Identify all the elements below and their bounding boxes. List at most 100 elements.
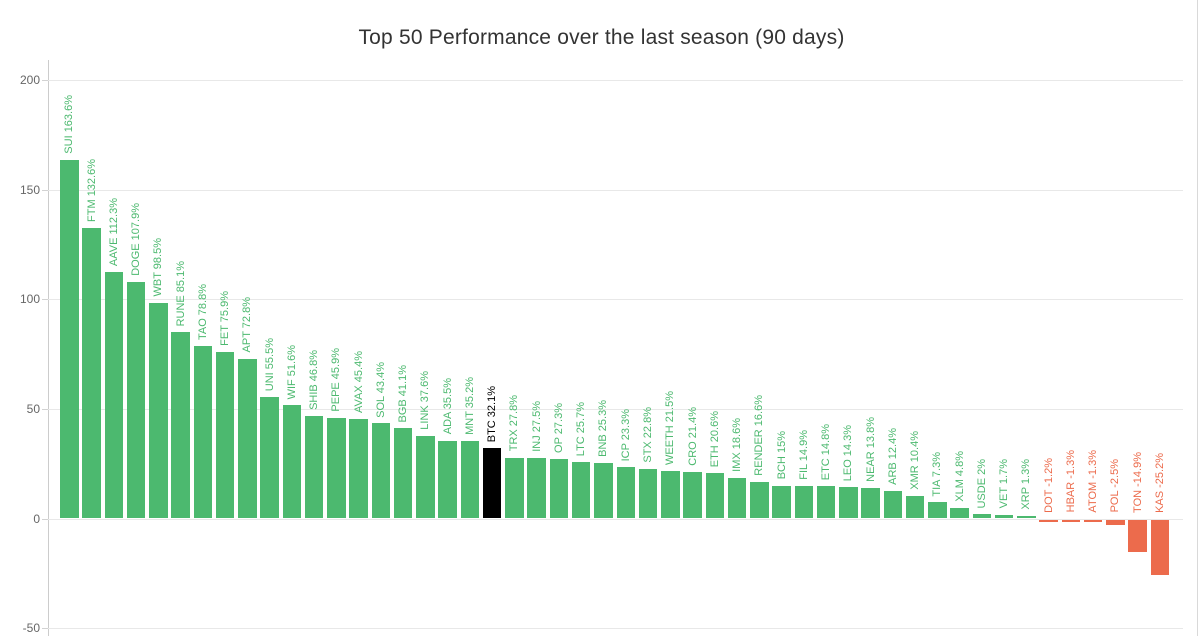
bar-ETC[interactable] xyxy=(816,486,836,519)
bar-LINK[interactable] xyxy=(416,436,435,519)
bar-label-POL: POL -2.5% xyxy=(1109,459,1122,513)
bar-label-CRO: CRO 21.4% xyxy=(686,406,699,466)
bar-label-ATOM: ATOM -1.3% xyxy=(1087,449,1100,513)
bar-NEAR[interactable] xyxy=(861,488,880,519)
bar-label-SOL: SOL 43.4% xyxy=(374,361,387,418)
y-tick-mark-200 xyxy=(42,80,48,82)
bar-WBT[interactable] xyxy=(149,302,168,519)
gridline-200 xyxy=(48,80,1183,82)
bar-RUNE[interactable] xyxy=(171,331,190,519)
y-axis-tick-label: 50 xyxy=(26,401,40,416)
bar-label-VET: VET 1.7% xyxy=(998,459,1011,509)
gridline-0 xyxy=(48,518,1183,520)
bar-label-FIL: FIL 14.9% xyxy=(797,430,810,480)
bar-POL[interactable] xyxy=(1106,519,1125,525)
bar-label-XRP: XRP 1.3% xyxy=(1020,459,1033,510)
bar-label-STX: STX 22.8% xyxy=(642,406,654,463)
bar-label-APT: APT 72.8% xyxy=(241,297,254,353)
bar-label-LTC: LTC 25.7% xyxy=(575,401,588,457)
bar-label-MNT: MNT 35.2% xyxy=(463,377,476,436)
bar-label-XLM: XLM 4.8% xyxy=(953,451,966,502)
bar-label-ARB: ARB 12.4% xyxy=(886,428,899,486)
bar-VET[interactable] xyxy=(994,514,1014,519)
bar-APT[interactable] xyxy=(238,358,257,519)
bar-STX[interactable] xyxy=(638,468,658,519)
bar-label-AVAX: AVAX 45.4% xyxy=(352,351,365,413)
bar-SUI[interactable] xyxy=(60,159,79,519)
bar-HBAR[interactable] xyxy=(1061,519,1081,523)
bar-label-TAO: TAO 78.8% xyxy=(196,283,209,340)
bar-WEETH[interactable] xyxy=(661,471,680,519)
y-tick-mark-150 xyxy=(42,189,48,191)
bar-TIA[interactable] xyxy=(928,502,947,519)
bar-OP[interactable] xyxy=(549,458,569,519)
bar-SHIB[interactable] xyxy=(304,415,324,519)
bar-label-UNI: UNI 55.5% xyxy=(263,337,276,391)
bar-RENDER[interactable] xyxy=(750,482,769,519)
bar-DOT[interactable] xyxy=(1039,519,1058,523)
y-tick-mark--50 xyxy=(42,628,48,630)
gridline-50 xyxy=(48,408,1183,410)
bar-BGB[interactable] xyxy=(393,428,413,519)
bar-TON[interactable] xyxy=(1128,519,1147,553)
bar-label-DOT: DOT -1.2% xyxy=(1042,457,1055,513)
bar-FIL[interactable] xyxy=(794,485,814,519)
bar-DOGE[interactable] xyxy=(126,281,146,519)
bar-MNT[interactable] xyxy=(460,441,480,519)
bar-ETH[interactable] xyxy=(705,473,725,519)
bar-AVAX[interactable] xyxy=(349,418,368,519)
bar-BCH[interactable] xyxy=(772,485,791,519)
bar-label-RENDER: RENDER 16.6% xyxy=(753,395,766,477)
y-axis-tick-label: 150 xyxy=(19,182,40,197)
bar-PEPE[interactable] xyxy=(327,417,346,519)
right-border-line xyxy=(1197,0,1198,636)
bar-label-WBT: WBT 98.5% xyxy=(152,238,165,297)
bar-USDE[interactable] xyxy=(972,514,992,519)
bar-label-NEAR: NEAR 13.8% xyxy=(864,417,877,483)
bar-label-TRX: TRX 27.8% xyxy=(508,395,521,452)
y-axis-tick-label: 0 xyxy=(33,511,40,526)
y-axis-tick-label: 100 xyxy=(19,292,40,307)
chart-title: Top 50 Performance over the last season … xyxy=(358,26,845,49)
bar-label-BNB: BNB 25.3% xyxy=(597,400,610,458)
bar-XRP[interactable] xyxy=(1017,515,1036,519)
bar-WIF[interactable] xyxy=(282,405,302,519)
bar-AAVE[interactable] xyxy=(104,272,124,519)
y-tick-mark-50 xyxy=(42,408,48,410)
bar-label-IMX: IMX 18.6% xyxy=(731,417,744,472)
bar-BNB[interactable] xyxy=(594,463,613,519)
bar-label-FTM: FTM 132.6% xyxy=(85,158,98,222)
bar-FTM[interactable] xyxy=(82,227,101,519)
bar-ADA[interactable] xyxy=(438,440,457,519)
bar-label-INJ: INJ 27.5% xyxy=(530,401,543,453)
bar-LEO[interactable] xyxy=(839,487,858,519)
bar-label-TIA: TIA 7.3% xyxy=(931,451,944,497)
bar-TAO[interactable] xyxy=(193,345,213,519)
bar-label-AAVE: AAVE 112.3% xyxy=(107,198,120,267)
bar-XMR[interactable] xyxy=(905,495,925,519)
bar-UNI[interactable] xyxy=(260,396,279,519)
bar-label-ICP: ICP 23.3% xyxy=(619,409,632,462)
bar-LTC[interactable] xyxy=(571,462,591,519)
bar-ICP[interactable] xyxy=(616,467,635,519)
bar-KAS[interactable] xyxy=(1150,519,1170,575)
bar-BTC[interactable] xyxy=(482,448,502,519)
bar-label-ETC: ETC 14.8% xyxy=(820,423,833,481)
bar-ARB[interactable] xyxy=(883,491,903,519)
bar-label-FET: FET 75.9% xyxy=(219,291,232,347)
bar-CRO[interactable] xyxy=(683,471,702,519)
bar-ATOM[interactable] xyxy=(1083,519,1103,523)
bar-SOL[interactable] xyxy=(371,423,391,519)
gridline--50 xyxy=(48,628,1183,630)
bar-label-PEPE: PEPE 45.9% xyxy=(330,348,343,412)
bar-label-XMR: XMR 10.4% xyxy=(909,431,922,490)
gridline-100 xyxy=(48,299,1183,301)
bar-XLM[interactable] xyxy=(950,507,969,519)
bar-INJ[interactable] xyxy=(527,458,546,519)
bar-label-OP: OP 27.3% xyxy=(552,402,565,453)
bar-TRX[interactable] xyxy=(505,457,524,519)
bar-FET[interactable] xyxy=(215,352,235,519)
bar-label-BCH: BCH 15% xyxy=(775,431,788,480)
bar-IMX[interactable] xyxy=(727,477,747,519)
